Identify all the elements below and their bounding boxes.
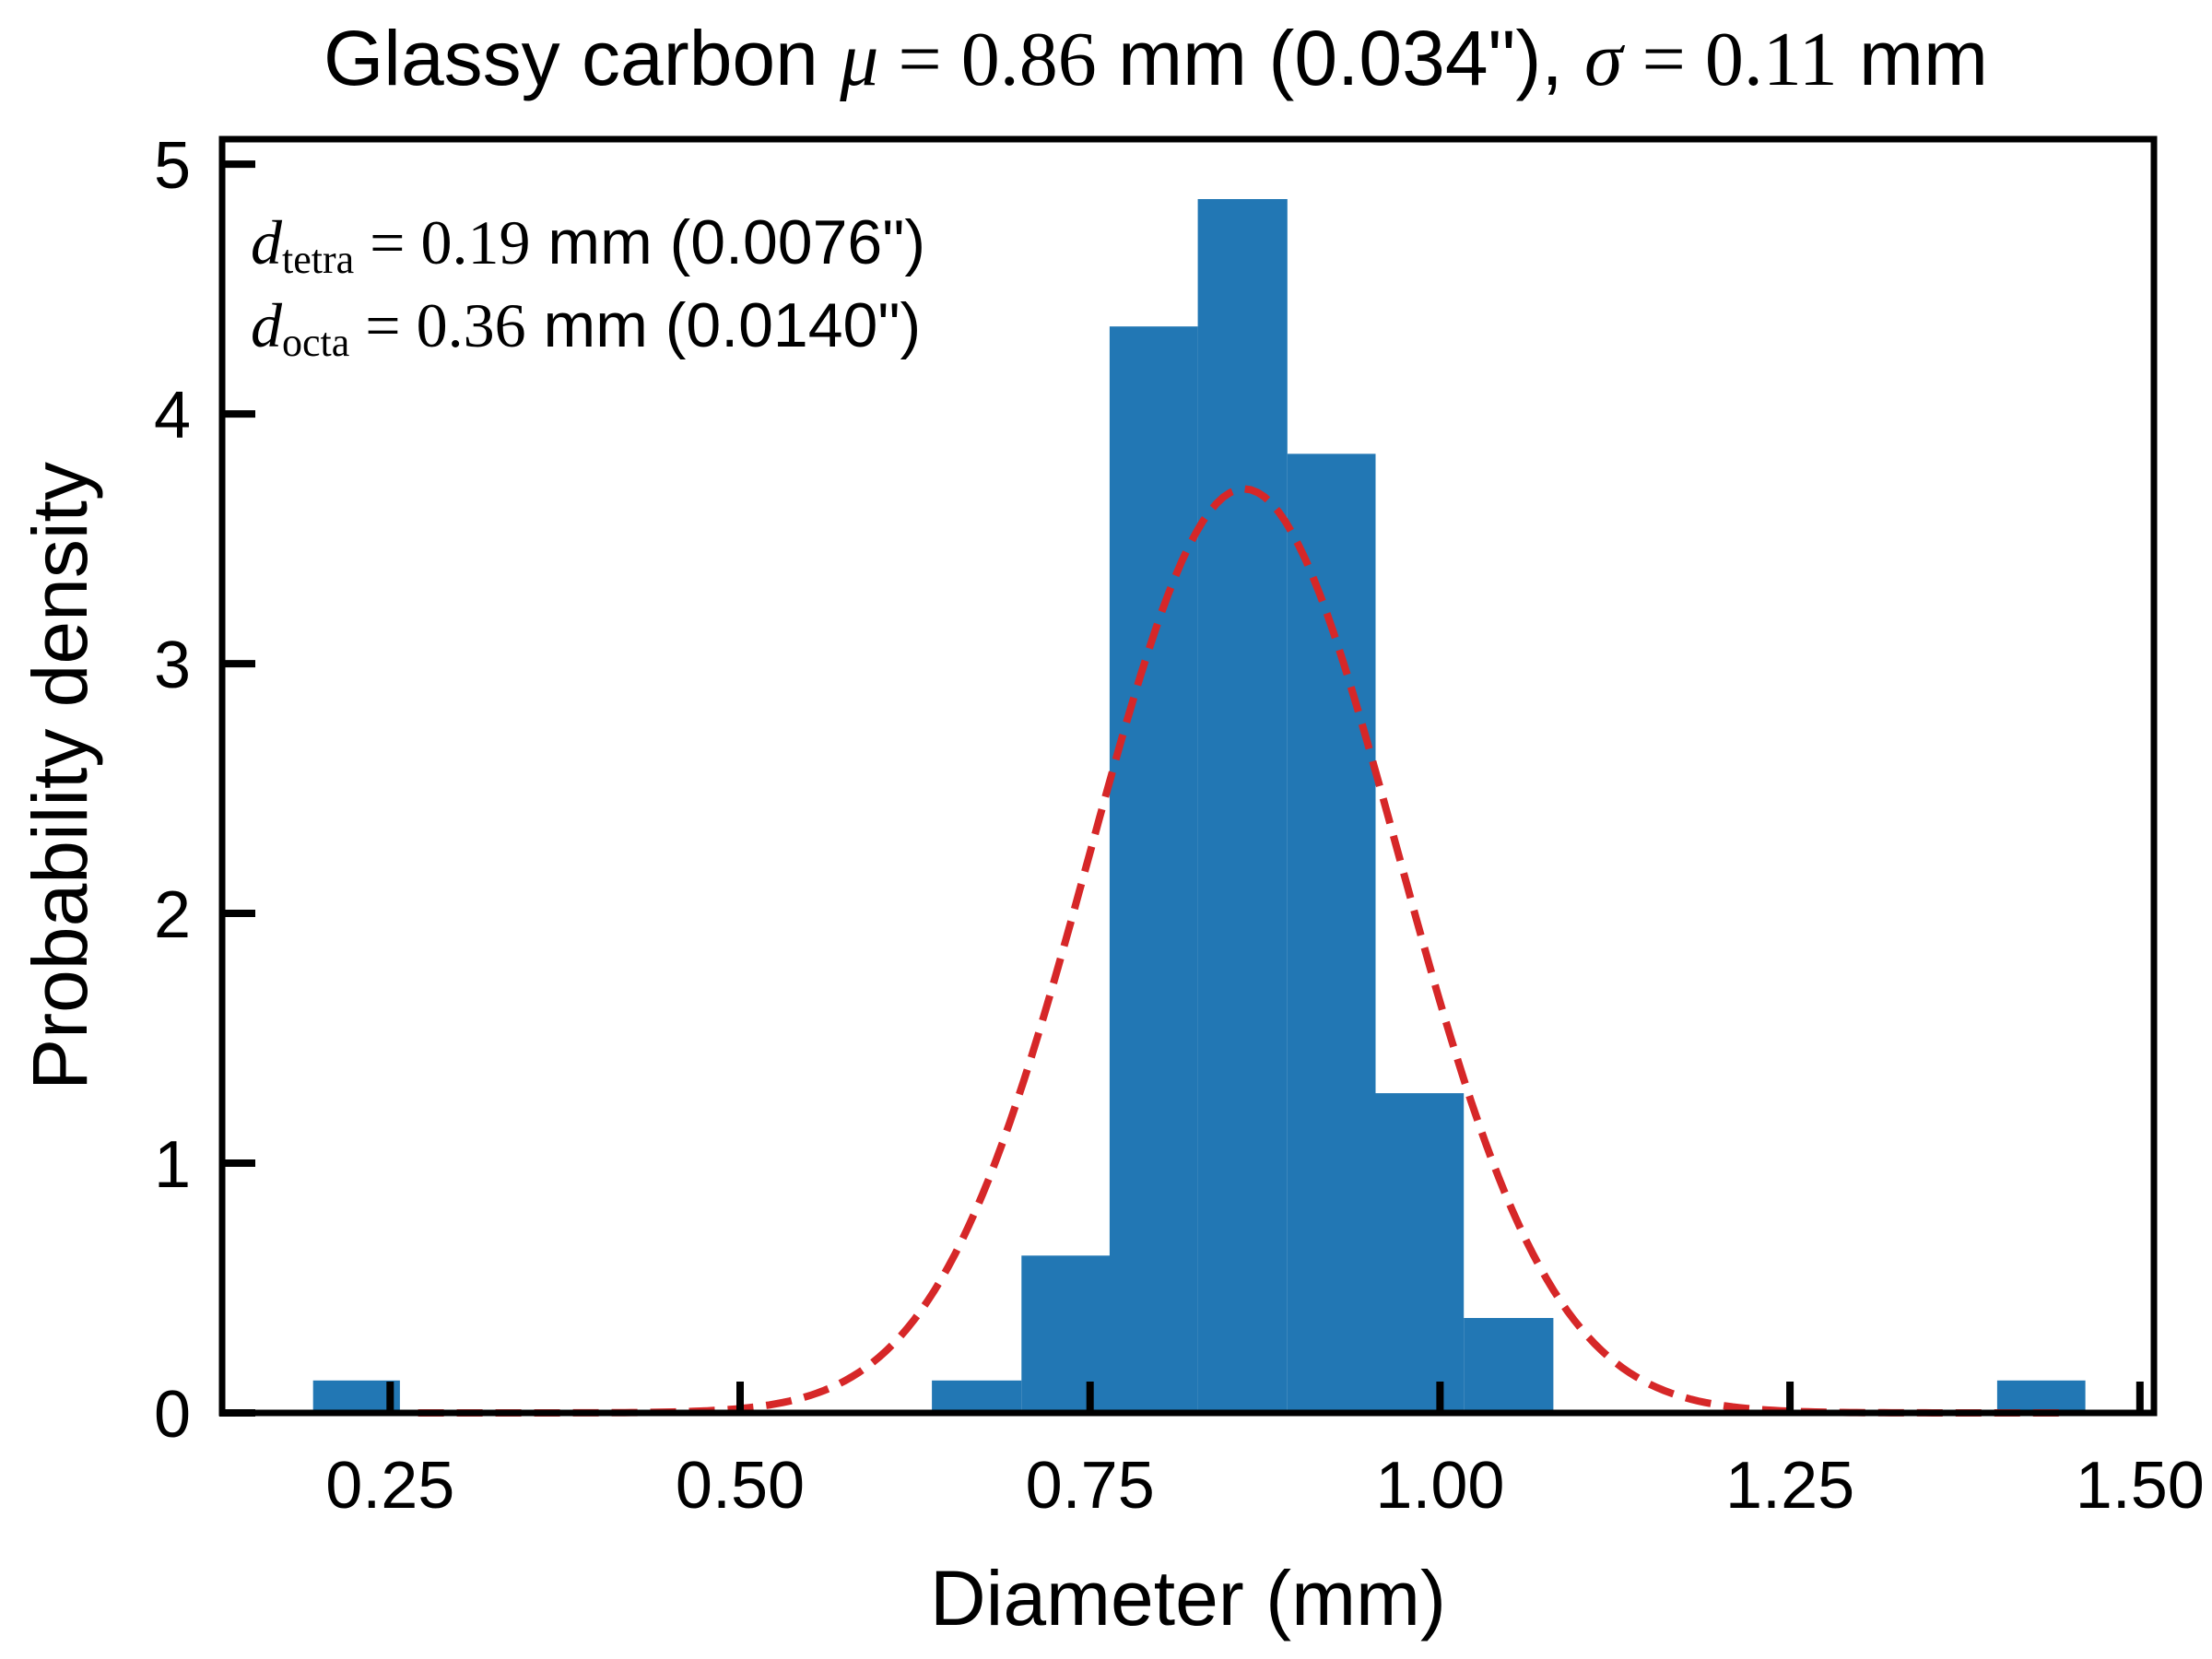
y-tick-label: 4 [154, 379, 191, 453]
title-prefix: Glassy carbon [324, 15, 840, 101]
histogram-bar [312, 1380, 400, 1413]
histogram-bar [1287, 453, 1376, 1413]
annotation-d-tetra-var: d [251, 207, 283, 277]
histogram-bar [932, 1380, 1022, 1413]
x-tick-label: 0.50 [676, 1449, 805, 1523]
y-tick-label: 5 [154, 129, 191, 203]
histogram-bar [1109, 326, 1198, 1414]
histogram-bar [1464, 1318, 1554, 1413]
x-tick-label: 1.00 [1375, 1449, 1504, 1523]
annotation-d-octa-value: 0.36 [417, 290, 526, 360]
y-tick-label: 0 [154, 1378, 191, 1452]
title-suffix: mm [1838, 15, 1988, 101]
chart-title: Glassy carbon μ = 0.86 mm (0.034"), σ = … [324, 15, 1988, 102]
x-tick-label: 0.25 [325, 1449, 454, 1523]
x-axis-ticks: 0.25 0.50 0.75 1.00 1.25 1.50 [325, 1382, 2205, 1523]
title-eq1: = [878, 17, 960, 102]
title-sigma-symbol: σ [1584, 17, 1626, 102]
annotation-d-tetra-value: 0.19 [421, 207, 531, 277]
y-axis-ticks: 0 1 2 3 4 5 [154, 129, 255, 1452]
histogram-bar [1197, 199, 1288, 1413]
annotation-d-octa-rest: mm (0.0140") [526, 290, 922, 360]
x-tick-label: 1.50 [2076, 1449, 2205, 1523]
title-mu-symbol: μ [839, 17, 878, 102]
annotation-d-tetra-sub: tetra [282, 237, 354, 282]
x-axis-label: Diameter (mm) [930, 1555, 1446, 1641]
title-mid: mm (0.034"), [1097, 15, 1584, 101]
histogram-bars [312, 199, 2086, 1414]
title-sigma-value: 0.11 [1705, 17, 1838, 102]
plot-frame [218, 135, 2158, 1417]
annotation-d-octa: docta = 0.36 mm (0.0140") [251, 290, 921, 365]
y-tick-label: 1 [154, 1128, 191, 1202]
title-mu-value: 0.86 [961, 17, 1097, 102]
annotation-d-octa-eq: = [349, 290, 416, 360]
annotation-d-tetra-eq: = [354, 207, 420, 277]
y-tick-label: 2 [154, 878, 191, 952]
annotation-d-octa-var: d [251, 290, 283, 360]
x-tick-label: 1.25 [1725, 1449, 1854, 1523]
title-eq2: = [1622, 17, 1704, 102]
x-tick-label: 0.75 [1026, 1449, 1155, 1523]
annotation-d-tetra-rest: mm (0.0076") [531, 207, 926, 277]
annotation-d-tetra: dtetra = 0.19 mm (0.0076") [251, 207, 925, 282]
histogram-bar [1021, 1255, 1110, 1413]
histogram-bar [1996, 1380, 2086, 1413]
annotation-d-octa-sub: octa [282, 320, 349, 365]
y-axis-label: Probability density [17, 462, 103, 1090]
histogram-bar [1375, 1093, 1465, 1413]
y-tick-label: 3 [154, 629, 191, 702]
